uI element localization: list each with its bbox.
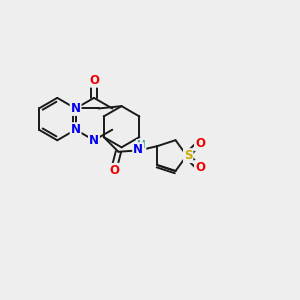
Text: O: O (89, 74, 99, 87)
Text: O: O (195, 161, 205, 174)
Text: O: O (195, 137, 205, 150)
Text: N: N (70, 123, 81, 136)
Text: N: N (70, 102, 81, 115)
Text: N: N (89, 134, 99, 147)
Text: N: N (133, 143, 143, 156)
Text: H: H (137, 140, 146, 150)
Text: O: O (109, 164, 119, 177)
Text: S: S (184, 149, 192, 162)
